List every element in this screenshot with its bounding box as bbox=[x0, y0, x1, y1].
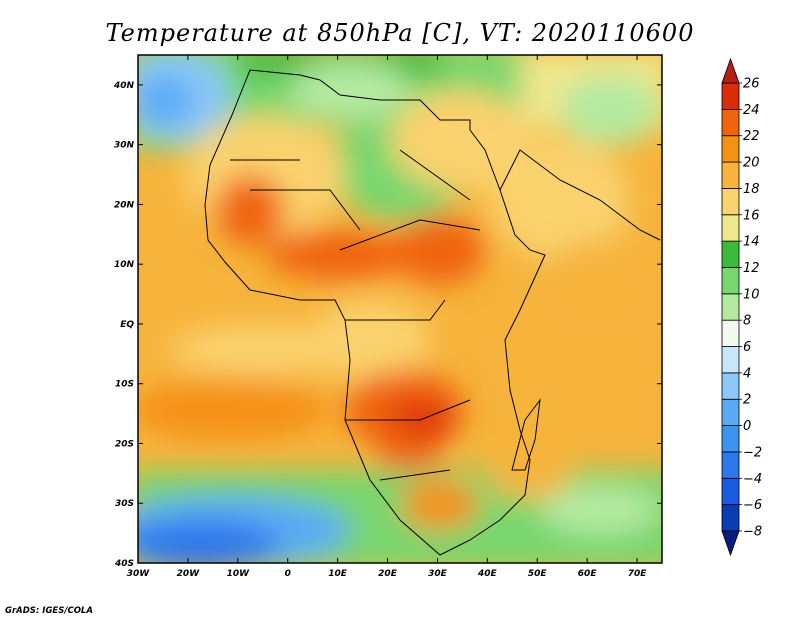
grads-credit: GrADS: IGES/COLA bbox=[5, 606, 93, 616]
colorbar-segment bbox=[721, 267, 740, 295]
colorbar-label: −4 bbox=[743, 472, 762, 487]
colorbar-segment bbox=[721, 346, 740, 374]
colorbar-label: 18 bbox=[743, 182, 760, 197]
colorbar-segment bbox=[721, 82, 740, 110]
y-tick-label: 40N bbox=[113, 81, 135, 91]
colorbar-segment bbox=[721, 319, 740, 347]
x-axis: 30W 20W 10W 0 10E 20E 30E 40E 50E 60E 70E bbox=[127, 55, 647, 579]
colorbar-max-arrow bbox=[721, 57, 740, 84]
colorbar-segment bbox=[721, 161, 740, 189]
coastlines bbox=[204, 69, 661, 556]
x-tick-label: 50E bbox=[528, 569, 548, 579]
colorbar-label: 8 bbox=[743, 314, 751, 329]
colorbar-segment bbox=[721, 108, 740, 137]
colorbar-label: 14 bbox=[743, 235, 760, 250]
x-tick-label: 40E bbox=[477, 569, 498, 579]
temperature-field bbox=[138, 55, 662, 563]
x-tick-label: 10E bbox=[328, 569, 348, 579]
colorbar-label: 22 bbox=[743, 129, 760, 144]
x-tick-label: 30W bbox=[127, 569, 151, 579]
colorbar-segment bbox=[721, 504, 740, 532]
x-tick-label: 60E bbox=[578, 569, 598, 579]
colorbar-label: 6 bbox=[743, 340, 751, 355]
x-tick-label: 20W bbox=[177, 569, 201, 579]
colorbar-label: 24 bbox=[743, 103, 760, 118]
x-tick-label: 20E bbox=[378, 569, 398, 579]
colorbar-label: −8 bbox=[743, 525, 762, 540]
y-tick-label: EQ bbox=[120, 320, 134, 330]
colorbar-segment bbox=[721, 135, 740, 163]
colorbar-label: −2 bbox=[743, 445, 762, 460]
colorbar-label: 26 bbox=[743, 77, 760, 92]
chart-title: Temperature at 850hPa [C], VT: 202011060… bbox=[106, 19, 695, 47]
y-tick-label: 30S bbox=[115, 499, 134, 509]
colorbar-label: 20 bbox=[743, 156, 760, 171]
colorbar-segment bbox=[721, 188, 740, 216]
colorbar-min-arrow bbox=[721, 530, 740, 557]
colorbar-segment bbox=[721, 214, 740, 242]
y-tick-label: 10N bbox=[114, 260, 135, 270]
x-tick-label: 30E bbox=[428, 569, 448, 579]
colorbar-segment bbox=[721, 240, 740, 268]
y-axis: 40N 30N 20N 10N EQ 10S 20S 30S 40S bbox=[113, 81, 662, 569]
x-tick-label: 70E bbox=[628, 569, 648, 579]
colorbar-label: 10 bbox=[743, 287, 760, 302]
colorbar-segment bbox=[721, 293, 740, 321]
x-tick-label: 10W bbox=[227, 569, 251, 579]
y-tick-label: 30N bbox=[114, 141, 135, 151]
colorbar-label: 4 bbox=[743, 366, 751, 381]
colorbar-segment bbox=[721, 451, 740, 479]
colorbar-label: 2 bbox=[743, 393, 751, 408]
colorbar-label: −6 bbox=[743, 498, 762, 513]
colorbar-label: 0 bbox=[743, 419, 751, 434]
colorbar-segment bbox=[721, 477, 740, 506]
colorbar-label: 12 bbox=[743, 261, 760, 276]
colorbar-segment bbox=[721, 398, 740, 426]
plot-frame bbox=[137, 54, 663, 564]
colorbar-label: 16 bbox=[743, 208, 760, 223]
colorbar-segment bbox=[721, 425, 740, 453]
y-tick-label: 10S bbox=[115, 380, 134, 390]
y-tick-label: 20S bbox=[115, 439, 134, 449]
y-tick-label: 20N bbox=[114, 200, 135, 210]
y-tick-label: 40S bbox=[114, 559, 134, 569]
colorbar-segment bbox=[721, 372, 740, 400]
x-tick-label: 0 bbox=[285, 569, 291, 579]
